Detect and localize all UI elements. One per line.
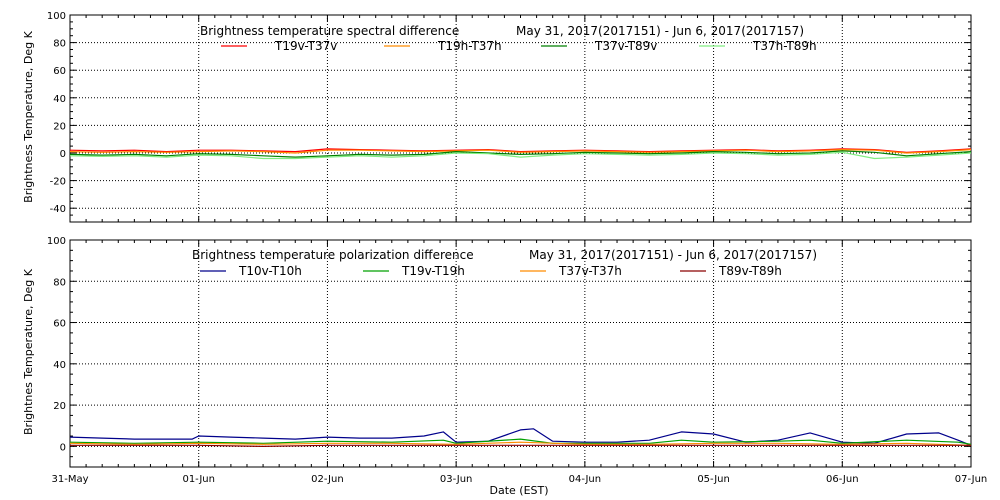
legend-label: T19v-T37v	[274, 39, 337, 53]
y-tick-label: 100	[47, 11, 66, 22]
x-axis-label: Date (EST)	[489, 484, 548, 497]
legend-label: T19h-T37h	[437, 39, 502, 53]
chart-date-range: May 31, 2017(2017151) - Jun 6, 2017(2017…	[516, 24, 804, 38]
y-tick-label: -40	[50, 204, 66, 215]
chart-title: Brightness temperature polarization diff…	[192, 248, 474, 262]
legend-label: T19v-T19h	[401, 264, 465, 278]
legend-label: T37h-T89h	[752, 39, 817, 53]
x-tick-label: 31-May	[51, 474, 88, 485]
x-tick-label: 01-Jun	[182, 474, 215, 485]
x-tick-label: 07-Jun	[955, 474, 988, 485]
y-axis-label: Brightness Temperature, Deg K	[22, 30, 35, 202]
series-line-t89v-t89h	[70, 444, 971, 447]
y-tick-label: 80	[53, 277, 66, 288]
series-line-t19h-t37h	[69, 149, 972, 154]
series-line-t10v-t10h	[69, 428, 972, 446]
spectral-difference-panel: Brightness temperature spectral differen…	[22, 11, 972, 223]
y-tick-label: 40	[53, 94, 66, 105]
y-tick-label: 100	[47, 236, 66, 247]
y-tick-label: 60	[53, 66, 66, 77]
y-tick-label: 40	[53, 360, 66, 371]
y-tick-label: 80	[53, 39, 66, 50]
plot-frame	[69, 14, 972, 223]
x-tick-label: 06-Jun	[826, 474, 859, 485]
x-tick-label: 02-Jun	[311, 474, 344, 485]
legend-label: T37v-T37h	[558, 264, 622, 278]
plot-frame	[69, 239, 972, 468]
series-line-t19v-t37v	[69, 148, 972, 153]
y-tick-label: 20	[53, 401, 66, 412]
series-line-t37v-t89v	[69, 150, 972, 158]
x-tick-label: 03-Jun	[440, 474, 473, 485]
y-tick-label: 20	[53, 121, 66, 132]
x-tick-label: 04-Jun	[569, 474, 602, 485]
legend-label: T10v-T10h	[238, 264, 302, 278]
chart-title: Brightness temperature spectral differen…	[200, 24, 459, 38]
polarization-difference-panel: Brightness temperature polarization diff…	[22, 236, 987, 497]
legend-label: T37v-T89v	[594, 39, 657, 53]
chart-date-range: May 31, 2017(2017151) - Jun 6, 2017(2017…	[529, 248, 817, 262]
y-tick-label: 0	[60, 149, 66, 160]
legend-label: T89v-T89h	[718, 264, 782, 278]
series-line-t37h-t89h	[69, 151, 972, 160]
y-tick-label: 60	[53, 319, 66, 330]
x-tick-label: 05-Jun	[697, 474, 730, 485]
y-axis-label: Brightnes Temperature, Deg K	[22, 268, 35, 435]
series-line-t37v-t37h	[69, 441, 972, 446]
y-tick-label: -20	[50, 177, 66, 188]
y-tick-label: 0	[60, 442, 66, 453]
